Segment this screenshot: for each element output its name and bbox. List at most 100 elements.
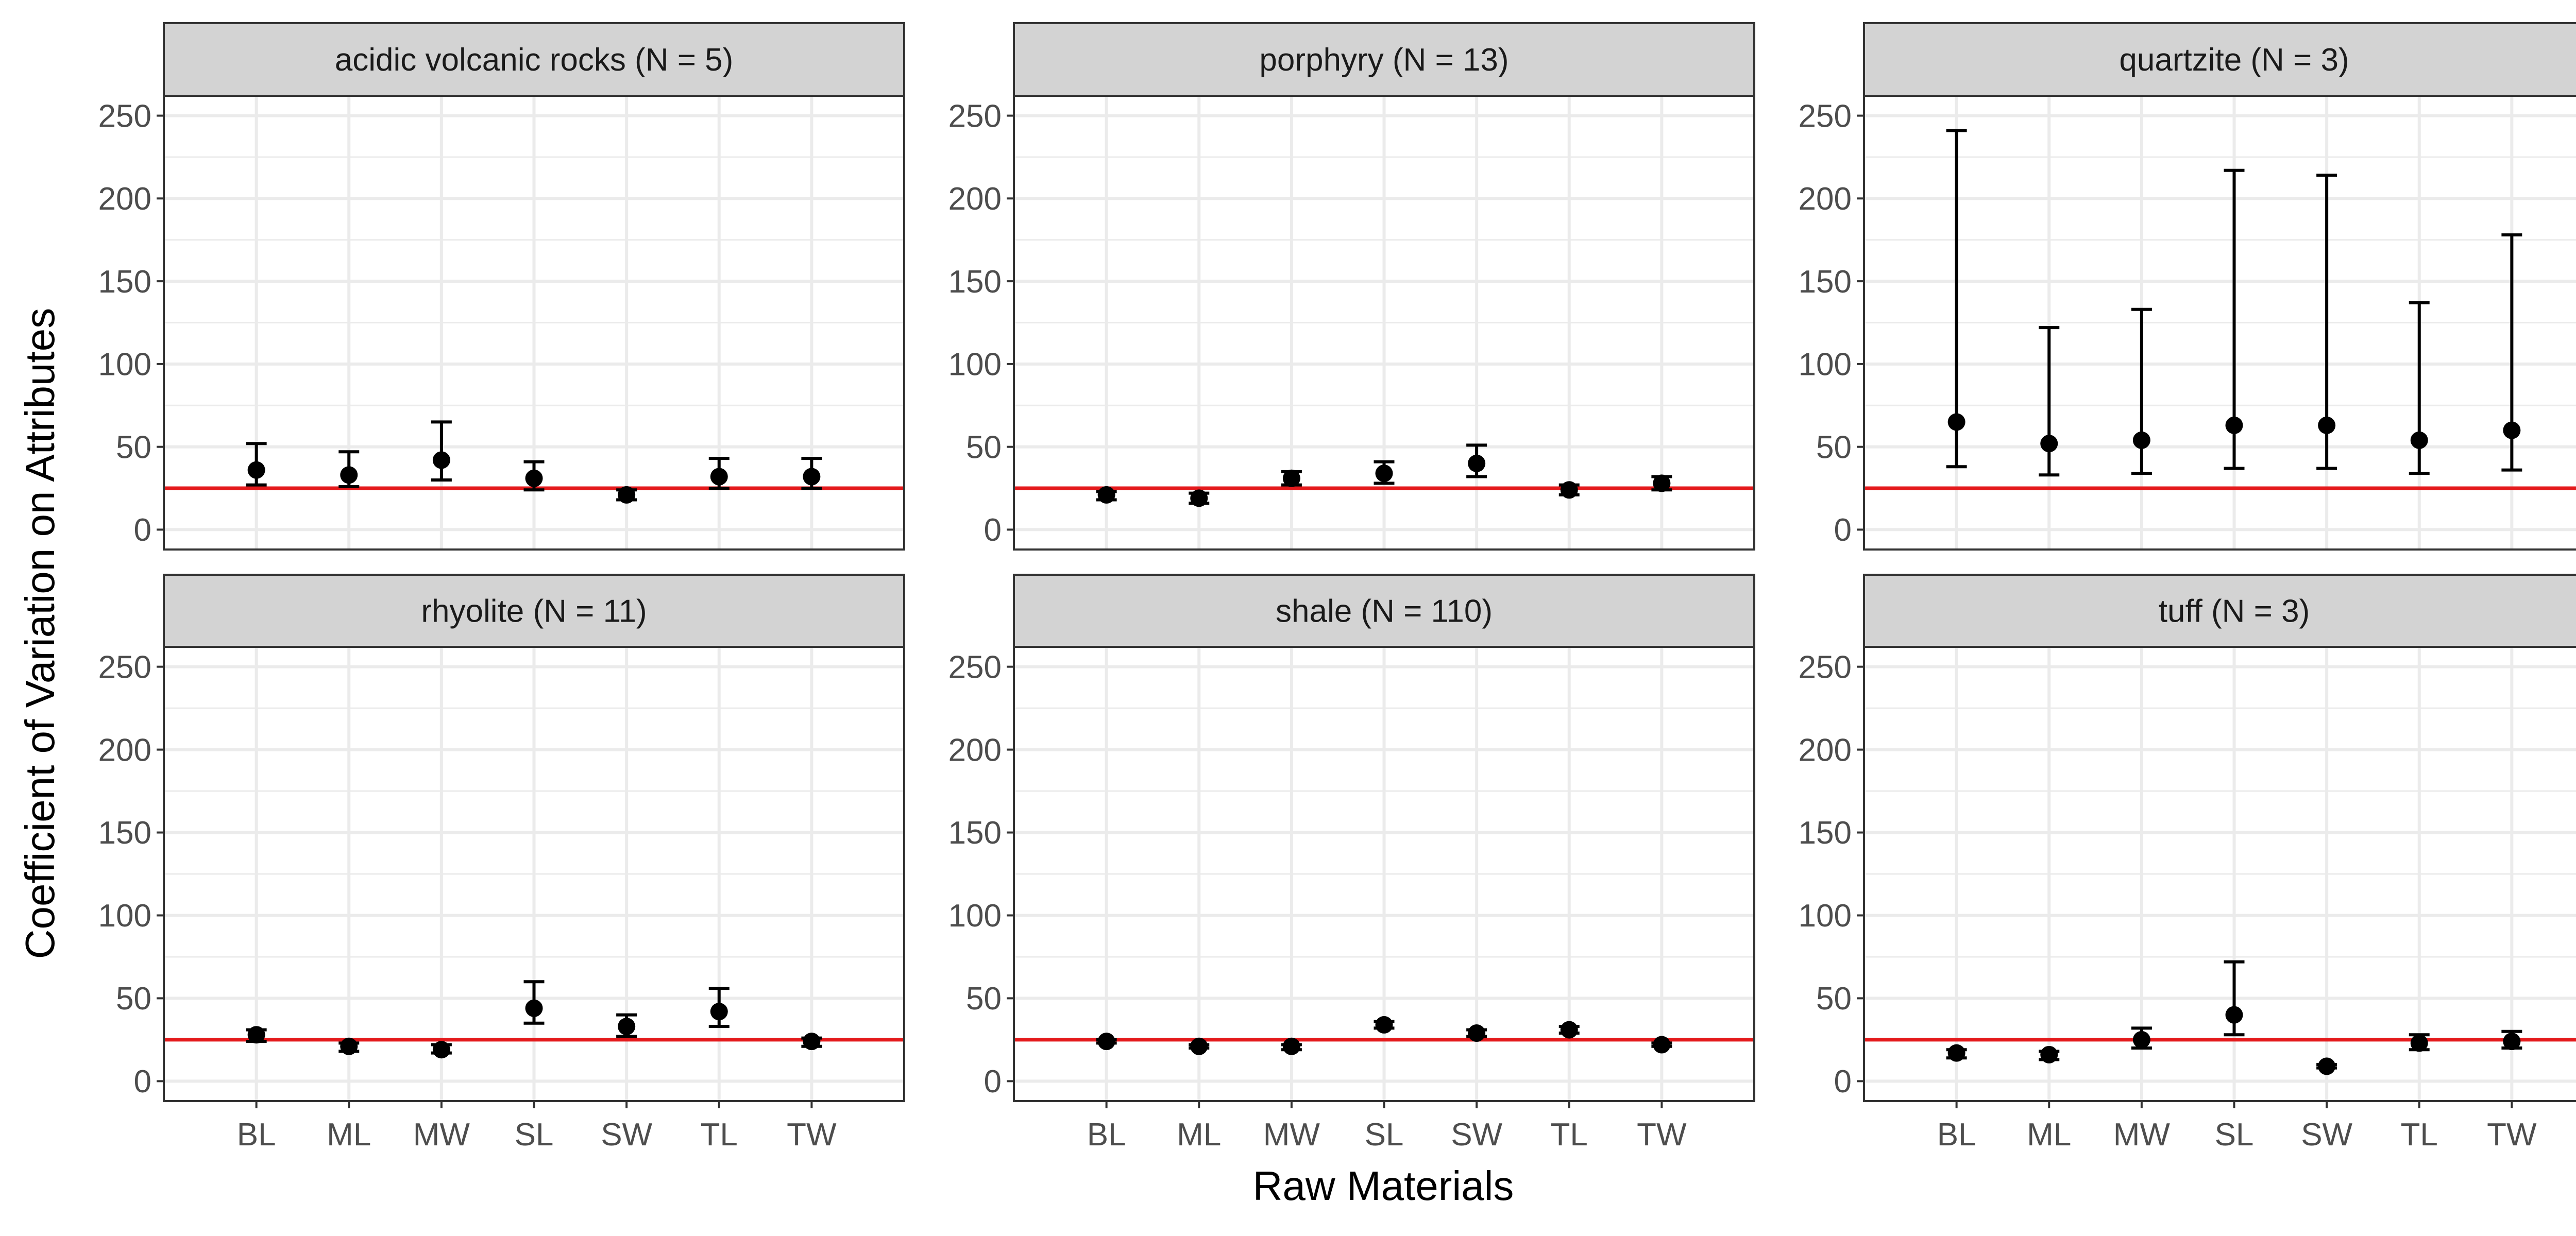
facet-strip (163, 22, 905, 97)
y-tick-label: 150 (948, 264, 1002, 300)
data-point (1097, 1033, 1115, 1051)
data-point (2503, 1033, 2521, 1051)
x-tick-label: ML (2027, 1117, 2071, 1153)
y-tick-label: 100 (98, 347, 151, 383)
x-tick-label: SW (601, 1117, 652, 1153)
y-tick-label: 150 (1799, 815, 1852, 851)
data-point (1653, 1036, 1671, 1054)
x-tick-label: MW (2113, 1117, 2171, 1153)
facet-panel: shale (N = 110) 0 50 100 150 200 250 BL ML MW SL SW… (948, 574, 1755, 1153)
data-point (2132, 431, 2150, 449)
y-tick-label: 50 (116, 981, 151, 1017)
facet-panel: acidic volcanic rocks (N = 5) 0 50 100 150 20… (98, 22, 905, 551)
x-tick-label: MW (413, 1117, 470, 1153)
data-point (247, 461, 265, 479)
y-tick-label: 50 (1816, 430, 1852, 465)
facet-title: tuff (N = 3) (2159, 594, 2310, 629)
y-tick-label: 0 (984, 512, 1002, 548)
data-point (2318, 416, 2336, 434)
data-point (2132, 1031, 2150, 1049)
data-point (803, 468, 821, 486)
x-tick-label: SL (2215, 1117, 2254, 1153)
data-point (1097, 486, 1115, 504)
x-tick-label: ML (1177, 1117, 1221, 1153)
x-tick-label: TW (787, 1117, 837, 1153)
data-point (1468, 454, 1486, 472)
data-point (2503, 421, 2521, 439)
data-point (2225, 416, 2243, 434)
y-tick-label: 0 (1834, 1064, 1852, 1100)
x-tick-label: TL (1551, 1117, 1588, 1153)
data-point (710, 1003, 728, 1021)
data-point (1190, 1037, 1208, 1055)
x-tick-label: BL (237, 1117, 276, 1153)
y-tick-label: 100 (948, 898, 1002, 934)
x-tick-label: TW (1637, 1117, 1687, 1153)
y-tick-label: 0 (1834, 512, 1852, 548)
y-tick-label: 50 (116, 430, 151, 465)
y-tick-label: 50 (1816, 981, 1852, 1017)
data-point (432, 451, 450, 469)
y-tick-label: 100 (1799, 898, 1852, 934)
y-tick-label: 50 (966, 981, 1002, 1017)
data-point (1653, 474, 1671, 492)
data-point (2318, 1057, 2336, 1075)
x-tick-label: SW (2301, 1117, 2352, 1153)
data-point (2040, 1045, 2058, 1063)
data-point (1560, 1021, 1578, 1039)
y-tick-label: 200 (1799, 732, 1852, 768)
data-point (1947, 413, 1965, 431)
x-tick-label: SW (1451, 1117, 1502, 1153)
y-tick-label: 150 (98, 815, 151, 851)
data-point (525, 469, 543, 487)
y-tick-label: 200 (98, 181, 151, 217)
y-tick-label: 250 (948, 649, 1002, 685)
data-point (1190, 489, 1208, 507)
facet-strip (1863, 22, 2576, 97)
y-tick-label: 250 (1799, 649, 1852, 685)
facet-strip (1863, 574, 2576, 648)
y-axis-title: Coefficient of Variation on Attributes (17, 308, 63, 959)
data-point (618, 1018, 636, 1036)
y-tick-label: 0 (984, 1064, 1002, 1100)
facet-title: shale (N = 110) (1276, 594, 1493, 629)
facet-panel: tuff (N = 3) 0 50 100 150 200 250 BL ML MW SL SW TL T… (1799, 574, 2576, 1153)
y-tick-label: 100 (98, 898, 151, 934)
data-point (1560, 481, 1578, 499)
x-tick-label: SL (515, 1117, 554, 1153)
y-tick-label: 100 (1799, 347, 1852, 383)
facet-title: rhyolite (N = 11) (421, 594, 647, 629)
data-point (340, 1037, 358, 1055)
data-point (1375, 465, 1393, 483)
data-point (2040, 435, 2058, 453)
facet-strip (163, 574, 905, 648)
facet-title: porphyry (N = 13) (1259, 42, 1509, 78)
x-tick-label: TW (2487, 1117, 2537, 1153)
x-tick-label: TL (2401, 1117, 2438, 1153)
y-tick-label: 150 (948, 815, 1002, 851)
data-point (710, 468, 728, 486)
data-point (247, 1026, 265, 1044)
x-tick-label: MW (1263, 1117, 1320, 1153)
x-tick-label: TL (701, 1117, 738, 1153)
x-tick-label: ML (327, 1117, 371, 1153)
y-tick-label: 100 (948, 347, 1002, 383)
x-axis-title: Raw Materials (1253, 1163, 1514, 1209)
facet-panel: porphyry (N = 13) 0 50 100 150 200 250 (948, 22, 1755, 551)
facet-panel: quartzite (N = 3) 0 50 100 150 200 250 (1799, 22, 2576, 551)
panel-border (163, 95, 905, 551)
facet-title: acidic volcanic rocks (N = 5) (335, 42, 734, 78)
y-tick-label: 200 (1799, 181, 1852, 217)
data-point (432, 1041, 450, 1059)
data-point (2410, 431, 2428, 449)
x-tick-label: BL (1937, 1117, 1976, 1153)
y-tick-label: 0 (134, 1064, 151, 1100)
data-point (1468, 1024, 1486, 1042)
y-tick-label: 150 (98, 264, 151, 300)
y-tick-label: 0 (134, 512, 151, 548)
y-tick-label: 250 (948, 98, 1002, 134)
facet-strip (1013, 22, 1755, 97)
data-point (1947, 1044, 1965, 1062)
x-tick-label: SL (1365, 1117, 1404, 1153)
